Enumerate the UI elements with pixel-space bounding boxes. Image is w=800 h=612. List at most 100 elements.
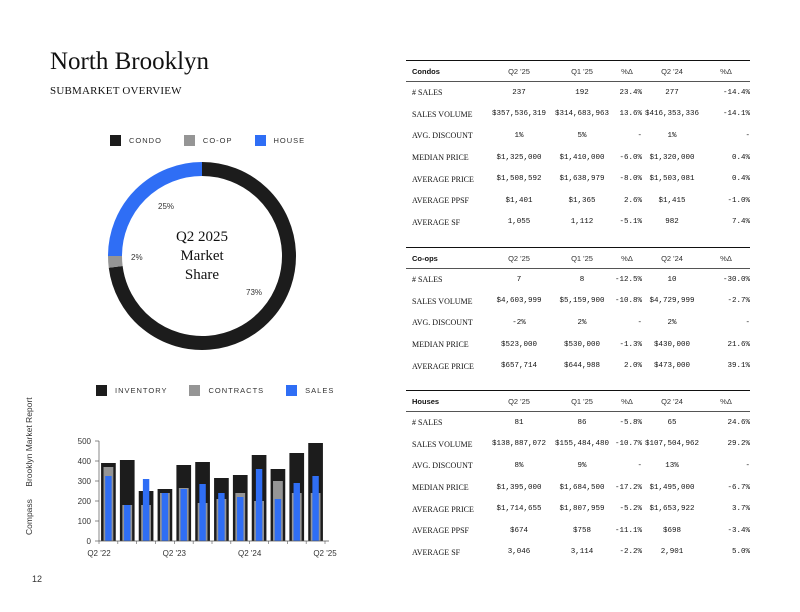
table-cell: -14.4% [722, 88, 750, 97]
slice-label-condo: 73% [246, 288, 263, 297]
table-cell: $674 [509, 526, 528, 535]
table-cell: 8% [514, 461, 524, 470]
row-label: # SALES [412, 88, 443, 98]
table-cell: 65 [667, 418, 677, 427]
bar-contracts [122, 505, 133, 541]
table-cell: $1,653,922 [649, 505, 695, 514]
table-cell: 0.4% [731, 175, 750, 184]
table-cell: $1,807,959 [559, 505, 605, 514]
table-cell: $430,000 [653, 340, 690, 349]
donut-center-title: Q2 2025 Market Share [140, 228, 264, 285]
table-cell: 1% [514, 131, 524, 140]
row-label: AVG. DISCOUNT [412, 131, 473, 141]
table-cell: 7.4% [731, 218, 750, 227]
table-cell: $1,638,979 [559, 175, 605, 184]
bar-sales [199, 484, 206, 541]
page-title: North Brooklyn [50, 48, 210, 75]
bar-sales [124, 505, 131, 541]
table-cell: 5.0% [731, 548, 750, 557]
bar-inventory [232, 475, 248, 541]
table-cell: 5% [577, 131, 587, 140]
table-cell: $357,536,319 [491, 110, 546, 119]
table-cell: 2% [577, 318, 587, 327]
table-name: Houses [412, 396, 440, 406]
bar-contracts [197, 503, 208, 541]
table-cell: -17.2% [614, 483, 642, 492]
bar-contracts [103, 467, 114, 541]
legend-swatch-house [254, 135, 266, 146]
table-cell: $1,401 [505, 196, 533, 205]
table-cell: -1.0% [727, 196, 750, 205]
table-cell: 10 [667, 275, 677, 284]
bar-contracts [160, 493, 170, 541]
legend-label-sales: SALES [305, 386, 335, 395]
table-row: # SALES 7 8 -12.5% 10 -30.0% [406, 269, 750, 291]
bar-inventory [251, 455, 267, 541]
table-cell: 1,112 [570, 218, 594, 227]
table-cell: -2.2% [619, 548, 642, 557]
table-row: SALES VOLUME $4,603,999 $5,159,900 -10.8% $4… [406, 291, 750, 313]
table-cell: $107,504,962 [644, 440, 699, 449]
table-cell: 3.7% [731, 505, 750, 514]
table-cell: -10.8% [614, 297, 642, 306]
bar-contracts [291, 493, 302, 541]
y-tick-label: 100 [78, 517, 92, 526]
table-cell: - [637, 318, 642, 327]
table-cell: $155,484,480 [554, 440, 609, 449]
legend-label-house: HOUSE [273, 136, 306, 145]
table-row: AVERAGE PPSF $674 $758 -11.1% $698 -3.4% [406, 520, 750, 542]
table-cell: 8 [579, 275, 585, 284]
table-cell: $473,000 [653, 362, 690, 371]
table-cell: $1,320,000 [649, 153, 695, 162]
table-cell: -5.8% [619, 418, 642, 427]
report-name: Brooklyn Market Report [24, 397, 34, 487]
table-cell: 2,901 [660, 548, 684, 557]
legend-swatch-inventory [96, 385, 107, 396]
bar-inventory [119, 460, 135, 541]
table-cell: - [745, 318, 750, 327]
table-cell: 86 [577, 418, 587, 427]
bar-sales [105, 476, 112, 541]
bar-contracts [254, 501, 264, 541]
row-label: AVG. DISCOUNT [412, 461, 473, 471]
table-cell: 9% [577, 461, 587, 470]
legend-swatch-condo [110, 135, 121, 146]
table-cell: $1,395,000 [496, 483, 542, 492]
table-row: SALES VOLUME $138,887,072 $155,484,480 -10.… [406, 434, 750, 456]
column-header: Q2 '25 [508, 396, 530, 406]
table-cell: $644,988 [563, 362, 600, 371]
column-header: %Δ [720, 66, 732, 76]
column-header: Q2 '24 [661, 396, 683, 406]
column-header: %Δ [621, 66, 633, 76]
table-body: # SALES 237 192 23.4% 277 -14.4% SALES VOLUME $… [406, 82, 750, 233]
sidebar-text: Compass Brooklyn Market Report [24, 387, 34, 535]
column-header: Q2 '25 [508, 253, 530, 263]
table-cell: -5.1% [619, 218, 642, 227]
bar-inventory [195, 462, 210, 541]
table-cell: -12.5% [614, 275, 642, 284]
bar-sales [180, 489, 187, 541]
column-header: Q1 '25 [571, 396, 593, 406]
table-row: AVERAGE SF 3,046 3,114 -2.2% 2,901 5.0% [406, 542, 750, 564]
table-cell: - [637, 461, 642, 470]
table-cell: -2% [512, 318, 526, 327]
table-cell: 2.6% [623, 196, 642, 205]
x-tick-label: Q2 '22 [87, 549, 111, 558]
row-label: MEDIAN PRICE [412, 340, 469, 350]
table-row: AVG. DISCOUNT 1% 5% - 1% - [406, 125, 750, 147]
table-cell: 0.4% [731, 153, 750, 162]
table-cell: -5.2% [619, 505, 642, 514]
table-cell: $758 [572, 526, 591, 535]
table-cell: $5,159,900 [559, 297, 605, 306]
x-tick-label: Q2 '25 [313, 549, 337, 558]
table-body: # SALES 7 8 -12.5% 10 -30.0% SALES VOLUME $4,60… [406, 269, 750, 377]
row-label: # SALES [412, 418, 443, 428]
table-row: AVERAGE PRICE $657,714 $644,988 2.0% $473,00… [406, 355, 750, 377]
row-label: SALES VOLUME [412, 109, 473, 119]
donut-slice-co-op [108, 255, 123, 268]
coops-table: Co-ops Q2 '25 Q1 '25 %Δ Q2 '24 %Δ # SALE… [406, 247, 750, 377]
legend-swatch-coop [183, 135, 195, 146]
table-cell: $4,603,999 [496, 297, 542, 306]
table-cell: $1,415 [658, 196, 686, 205]
table-row: AVERAGE SF 1,055 1,112 -5.1% 982 7.4% [406, 212, 750, 234]
